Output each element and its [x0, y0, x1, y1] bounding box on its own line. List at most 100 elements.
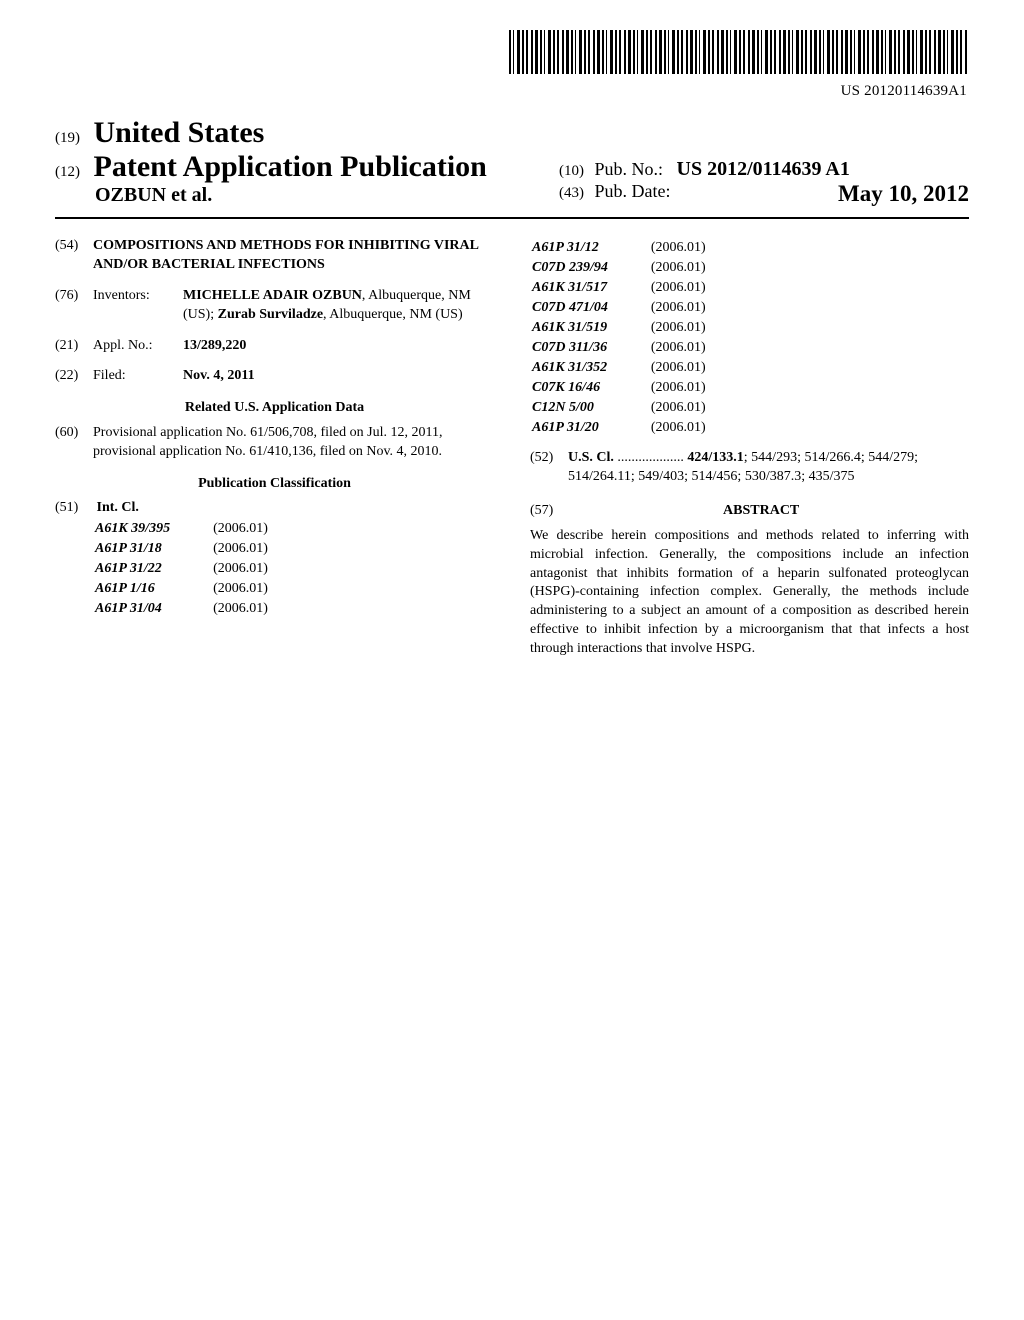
invention-title: COMPOSITIONS AND METHODS FOR INHIBITING … — [93, 237, 494, 275]
barcode-graphic — [509, 30, 969, 74]
intcl-row: A61P 31/20(2006.01) — [532, 419, 746, 437]
inventors-text: MICHELLE ADAIR OZBUN , Albuquerque, NM (U… — [183, 287, 494, 325]
label-applno: Appl. No.: — [93, 337, 183, 356]
related-data-head: Related U.S. Application Data — [55, 400, 494, 416]
label-inventors: Inventors: — [93, 287, 183, 325]
intcl-table-right: A61P 31/12(2006.01)C07D 239/94(2006.01)A… — [530, 237, 748, 439]
pub-date-label: Pub. Date: — [595, 181, 671, 201]
uscl-first: 424/133.1 — [687, 450, 743, 465]
divider — [55, 217, 969, 219]
intcl-table-left: A61K 39/395(2006.01)A61P 31/18(2006.01)A… — [93, 518, 310, 620]
intcl-row: A61P 31/22(2006.01) — [95, 560, 308, 578]
code-21: (21) — [55, 337, 93, 356]
intcl-code: A61K 39/395 — [95, 520, 210, 538]
country-name: United States — [94, 116, 265, 149]
uscl-dots: ................... — [614, 450, 688, 465]
masthead: (19) United States (12) Patent Applicati… — [55, 116, 969, 207]
intcl-version: (2006.01) — [650, 259, 746, 277]
provisional-text: Provisional application No. 61/506,708, … — [93, 424, 494, 462]
pub-date: May 10, 2012 — [838, 181, 969, 207]
field-52: (52) U.S. Cl. ................... 424/13… — [530, 449, 969, 487]
filed-date: Nov. 4, 2011 — [183, 368, 255, 383]
doc-type: Patent Application Publication — [94, 150, 487, 183]
intcl-row: C07D 311/36(2006.01) — [532, 339, 746, 357]
intcl-version: (2006.01) — [650, 319, 746, 337]
abstract-head: (57) ABSTRACT — [530, 503, 969, 519]
intcl-code: C07D 311/36 — [532, 339, 648, 357]
field-51: (51) Int. Cl. — [55, 500, 494, 516]
intcl-row: C07D 471/04(2006.01) — [532, 299, 746, 317]
label-uscl: U.S. Cl. — [568, 450, 614, 465]
abstract-text: We describe herein compositions and meth… — [530, 527, 969, 659]
intcl-row: C07D 239/94(2006.01) — [532, 259, 746, 277]
intcl-version: (2006.01) — [650, 279, 746, 297]
intcl-row: A61K 31/519(2006.01) — [532, 319, 746, 337]
code-60: (60) — [55, 424, 93, 462]
code-43: (43) — [559, 185, 584, 201]
inventor-2-loc: , Albuquerque, NM (US) — [323, 307, 463, 322]
intcl-code: A61P 31/20 — [532, 419, 648, 437]
field-60: (60) Provisional application No. 61/506,… — [55, 424, 494, 462]
intcl-code: A61K 31/352 — [532, 359, 648, 377]
intcl-row: A61P 31/04(2006.01) — [95, 600, 308, 618]
intcl-version: (2006.01) — [650, 339, 746, 357]
intcl-version: (2006.01) — [650, 399, 746, 417]
intcl-code: A61K 31/517 — [532, 279, 648, 297]
intcl-code: A61K 31/519 — [532, 319, 648, 337]
code-57: (57) — [530, 503, 553, 519]
code-22: (22) — [55, 367, 93, 386]
label-abstract: ABSTRACT — [723, 503, 799, 518]
intcl-row: A61P 1/16(2006.01) — [95, 580, 308, 598]
intcl-version: (2006.01) — [650, 359, 746, 377]
intcl-version: (2006.01) — [650, 379, 746, 397]
field-54: (54) COMPOSITIONS AND METHODS FOR INHIBI… — [55, 237, 494, 275]
authors-line: OZBUN et al. — [95, 184, 487, 207]
inventor-2-name: Zurab Surviladze — [218, 307, 323, 322]
intcl-code: A61P 1/16 — [95, 580, 210, 598]
barcode-block — [55, 30, 969, 79]
pub-class-head: Publication Classification — [55, 476, 494, 492]
right-column: A61P 31/12(2006.01)C07D 239/94(2006.01)A… — [530, 237, 969, 659]
code-19: (19) — [55, 130, 80, 146]
intcl-row: C07K 16/46(2006.01) — [532, 379, 746, 397]
code-54: (54) — [55, 237, 93, 275]
code-12: (12) — [55, 164, 80, 180]
intcl-code: C07K 16/46 — [532, 379, 648, 397]
intcl-row: A61P 31/18(2006.01) — [95, 540, 308, 558]
intcl-version: (2006.01) — [212, 540, 308, 558]
intcl-version: (2006.01) — [650, 299, 746, 317]
field-76: (76) Inventors: MICHELLE ADAIR OZBUN , Al… — [55, 287, 494, 325]
intcl-code: A61P 31/18 — [95, 540, 210, 558]
intcl-version: (2006.01) — [650, 419, 746, 437]
intcl-version: (2006.01) — [212, 520, 308, 538]
pub-no-label: Pub. No.: — [595, 159, 664, 179]
intcl-code: A61P 31/04 — [95, 600, 210, 618]
intcl-row: C12N 5/00(2006.01) — [532, 399, 746, 417]
intcl-row: A61K 31/517(2006.01) — [532, 279, 746, 297]
code-10: (10) — [559, 163, 584, 179]
intcl-code: A61P 31/22 — [95, 560, 210, 578]
code-51: (51) — [55, 500, 93, 516]
inventor-1-name: MICHELLE ADAIR OZBUN — [183, 288, 362, 303]
field-22: (22) Filed: Nov. 4, 2011 — [55, 367, 494, 386]
intcl-version: (2006.01) — [212, 560, 308, 578]
intcl-version: (2006.01) — [212, 600, 308, 618]
barcode-number: US 20120114639A1 — [55, 83, 967, 100]
intcl-row: A61K 31/352(2006.01) — [532, 359, 746, 377]
intcl-code: C07D 239/94 — [532, 259, 648, 277]
pub-no: US 2012/0114639 A1 — [677, 158, 850, 180]
left-column: (54) COMPOSITIONS AND METHODS FOR INHIBI… — [55, 237, 494, 659]
code-52: (52) — [530, 449, 568, 487]
label-intcl: Int. Cl. — [97, 500, 139, 515]
intcl-code: C07D 471/04 — [532, 299, 648, 317]
intcl-version: (2006.01) — [212, 580, 308, 598]
intcl-code: A61P 31/12 — [532, 239, 648, 257]
intcl-row: A61P 31/12(2006.01) — [532, 239, 746, 257]
intcl-version: (2006.01) — [650, 239, 746, 257]
appl-no: 13/289,220 — [183, 338, 246, 353]
code-76: (76) — [55, 287, 93, 325]
intcl-code: C12N 5/00 — [532, 399, 648, 417]
field-21: (21) Appl. No.: 13/289,220 — [55, 337, 494, 356]
label-filed: Filed: — [93, 367, 183, 386]
intcl-row: A61K 39/395(2006.01) — [95, 520, 308, 538]
